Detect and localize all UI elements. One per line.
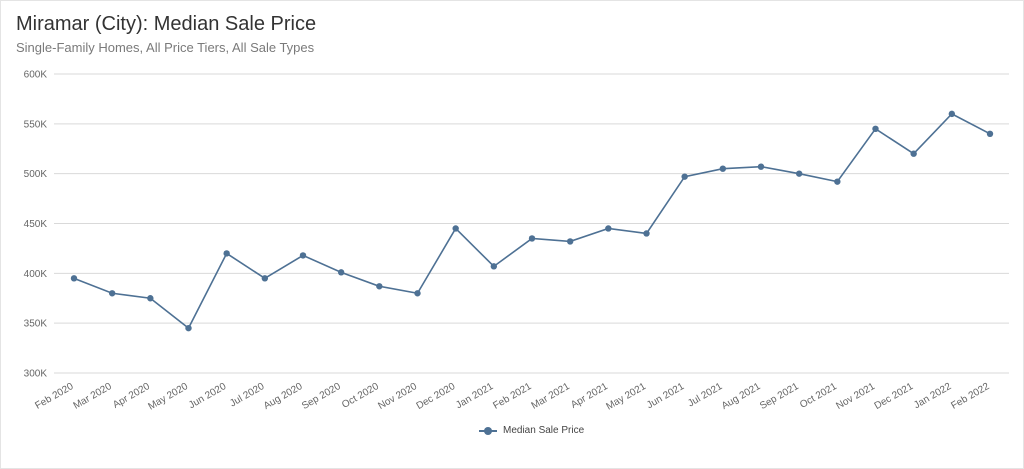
x-tick-label: Apr 2021 [569, 381, 610, 411]
x-tick-label: Feb 2021 [491, 381, 533, 412]
data-point[interactable] [414, 290, 421, 297]
x-tick-label: Feb 2020 [33, 381, 75, 412]
gridlines [54, 73, 1009, 374]
legend-marker-icon [479, 426, 497, 436]
data-point[interactable] [834, 178, 841, 185]
data-point[interactable] [719, 165, 727, 172]
x-tick-label: Nov 2020 [376, 381, 419, 412]
data-point[interactable] [185, 324, 192, 332]
data-point[interactable] [261, 275, 269, 282]
x-tick-label: Jan 2022 [912, 381, 954, 411]
y-tick-label: 450K [24, 219, 48, 230]
x-tick-label: Sep 2021 [758, 381, 801, 412]
data-point[interactable] [795, 170, 803, 177]
x-tick-label: Jun 2021 [645, 381, 687, 411]
data-point[interactable] [147, 295, 154, 302]
x-tick-label: Nov 2021 [834, 381, 877, 412]
x-tick-label: Sep 2020 [300, 381, 343, 412]
x-tick-label: Jul 2020 [228, 381, 267, 410]
data-point[interactable] [757, 163, 765, 170]
data-point[interactable] [643, 230, 650, 237]
data-point[interactable] [70, 275, 78, 282]
x-tick-label: Jun 2020 [187, 381, 229, 411]
data-point[interactable] [299, 252, 307, 259]
x-tick-label: Apr 2020 [111, 381, 152, 411]
y-tick-label: 600K [24, 70, 48, 81]
x-tick-label: Oct 2020 [340, 381, 381, 411]
legend-item-median-sale-price[interactable]: Median Sale Price [479, 425, 584, 436]
legend-label: Median Sale Price [503, 425, 585, 436]
data-point[interactable] [986, 130, 994, 137]
data-point[interactable] [872, 125, 879, 133]
x-tick-label: Mar 2020 [72, 381, 114, 412]
y-tick-label: 400K [24, 269, 48, 280]
data-point[interactable] [223, 250, 230, 257]
x-tick-label: Oct 2021 [798, 381, 839, 411]
x-tick-label: Mar 2021 [530, 381, 572, 412]
data-point[interactable] [528, 235, 536, 242]
data-point[interactable] [681, 173, 688, 180]
data-point[interactable] [108, 290, 116, 297]
y-tick-label: 350K [24, 319, 48, 330]
y-tick-label: 300K [24, 369, 48, 380]
x-tick-label: Feb 2022 [949, 381, 991, 412]
x-tick-label: Jan 2021 [454, 381, 496, 411]
data-point[interactable] [452, 225, 459, 232]
x-tick-label: Dec 2020 [415, 381, 458, 412]
x-tick-label: May 2020 [146, 381, 190, 413]
data-point[interactable] [605, 225, 612, 232]
chart-title: Miramar (City): Median Sale Price [16, 13, 317, 35]
x-tick-label: Aug 2020 [262, 381, 305, 412]
x-tick-label: Jul 2021 [686, 381, 725, 410]
x-tick-label: May 2021 [604, 381, 648, 413]
x-tick-label: Dec 2021 [873, 381, 916, 412]
y-axis-ticks: 300K 350K 400K 450K 500K 550K 600K [24, 70, 48, 380]
data-point[interactable] [376, 283, 383, 290]
data-point[interactable] [566, 238, 574, 245]
y-tick-label: 500K [24, 169, 48, 180]
chart-subtitle: Single-Family Homes, All Price Tiers, Al… [16, 40, 315, 55]
data-point[interactable] [910, 150, 917, 157]
y-tick-label: 550K [24, 119, 48, 130]
series-line-median-sale-price [73, 112, 991, 330]
data-point[interactable] [490, 263, 498, 270]
x-tick-label: Aug 2021 [720, 381, 763, 412]
data-point[interactable] [337, 269, 345, 276]
data-points [70, 110, 994, 332]
data-point[interactable] [948, 110, 956, 118]
